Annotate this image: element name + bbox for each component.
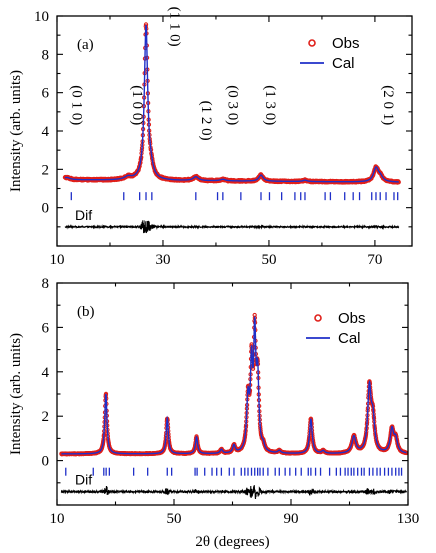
y-tick-label: 6 (42, 86, 50, 102)
dif-label: Dif (75, 472, 92, 488)
y-tick-label: 2 (42, 409, 50, 425)
legend-obs-marker (308, 39, 316, 47)
y-axis-title: Intensity (arb. units) (8, 70, 24, 192)
bragg-reflections (65, 467, 403, 476)
dif-curve (60, 485, 407, 500)
x-tick-label: 90 (284, 511, 299, 527)
panel-b: Dif 10 50 90 130 0 2 4 6 8 Intensity (arb. units) (… (8, 276, 419, 527)
legend-label: Obs (338, 310, 366, 327)
hkl-label: (1 0 0) (129, 85, 145, 125)
legend: Obs Cal (306, 310, 366, 347)
y-tick-label: 6 (42, 320, 50, 336)
hkl-label: (0 3 0) (224, 85, 240, 125)
y-tick-label: 4 (42, 365, 50, 381)
panel-a: Dif 10 30 50 70 0 2 4 6 8 10 Intensity (arb. units)… (8, 7, 413, 268)
panel-label: (b) (77, 304, 95, 320)
hkl-label: (0 1 0) (69, 85, 85, 125)
legend-label: Cal (332, 55, 355, 72)
y-tick-label: 2 (42, 162, 50, 178)
dif-curve (64, 219, 400, 234)
x-tick-label: 130 (397, 511, 420, 527)
panel-label: (a) (77, 37, 94, 53)
legend: Obs Cal (300, 35, 360, 72)
dif-label: Dif (75, 207, 92, 223)
legend-obs-marker (314, 314, 322, 322)
y-tick-label: 8 (42, 47, 50, 63)
hkl-label: (1 1 0) (167, 7, 183, 47)
hkl-label: (1 3 0) (262, 85, 278, 125)
cal-curve (61, 316, 407, 455)
hkl-label: (1 2 0) (198, 101, 214, 141)
y-tick-label: 0 (42, 454, 50, 470)
y-tick-label: 0 (42, 201, 50, 217)
y-tick-label: 8 (42, 276, 50, 292)
x-tick-label: 70 (367, 252, 382, 268)
hkl-label: (2 0 1) (380, 85, 396, 125)
x-tick-label: 30 (155, 252, 170, 268)
y-axis-title: Intensity (arb. units) (8, 333, 24, 455)
y-tick-label: 4 (42, 124, 50, 140)
x-tick-label: 10 (50, 252, 65, 268)
x-tick-label: 10 (50, 511, 65, 527)
x-tick-label: 50 (167, 511, 182, 527)
y-tick-label: 10 (34, 9, 49, 25)
bragg-reflections (70, 192, 399, 201)
legend-label: Cal (338, 330, 361, 347)
legend-label: Obs (332, 35, 360, 52)
x-axis-title: 2θ (degrees) (195, 534, 269, 550)
cal-curve (64, 24, 399, 183)
x-tick-label: 50 (261, 252, 276, 268)
